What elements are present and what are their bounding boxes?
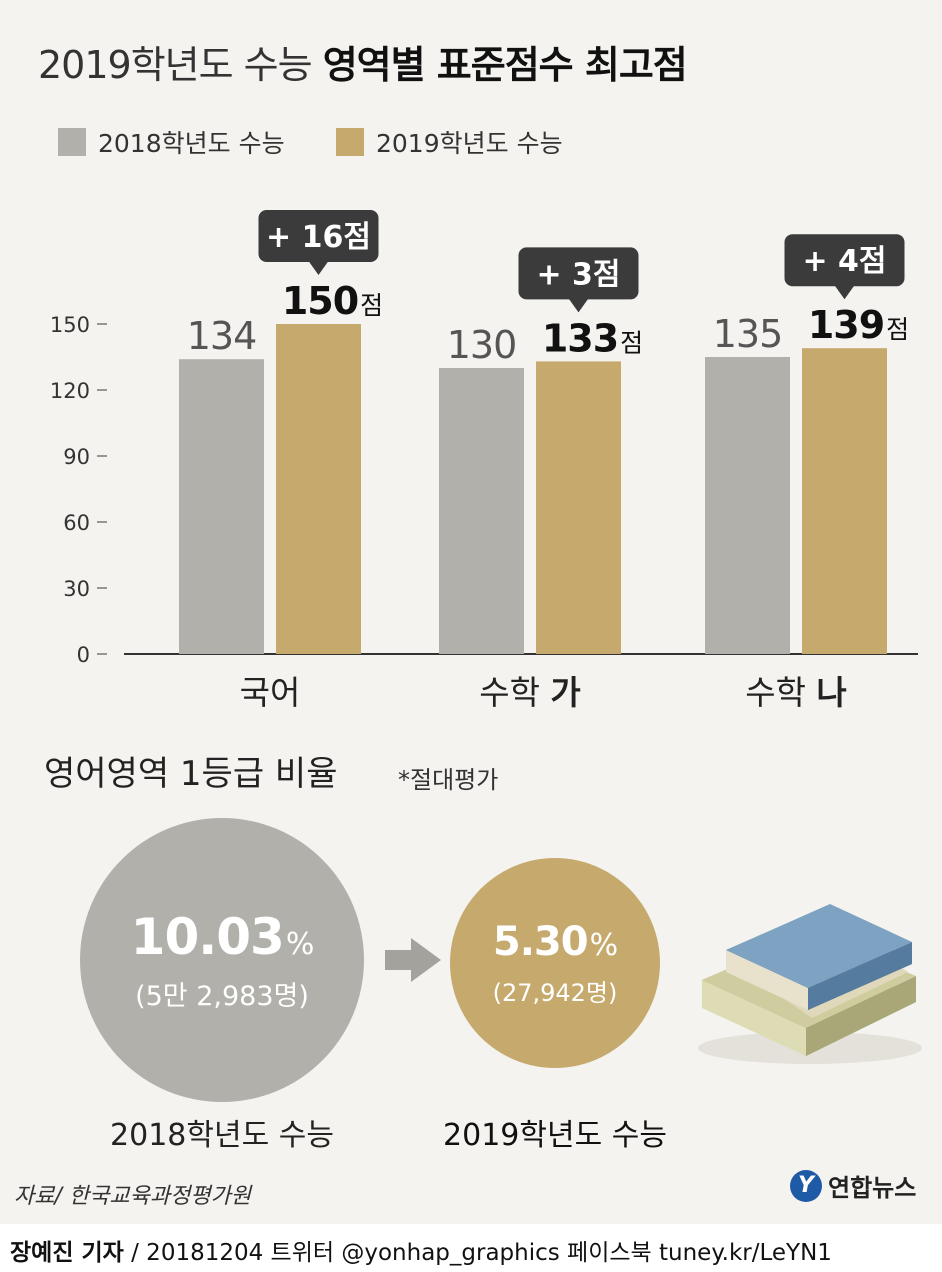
- pct-2018-unit: %: [285, 926, 314, 962]
- difference-callout: [258, 210, 379, 262]
- page-title: 2019학년도 수능 영역별 표준점수 최고점: [38, 34, 688, 89]
- pct-2019-unit: %: [589, 927, 618, 963]
- bar-2019: [536, 361, 621, 654]
- legend-item-2018: 2018학년도 수능: [58, 124, 285, 160]
- caption-2019: 2019학년도 수능: [443, 1118, 667, 1153]
- english-section-note: *절대평가: [398, 766, 499, 794]
- english-section-title: 영어영역 1등급 비율: [44, 754, 338, 794]
- books-icon: [698, 904, 922, 1064]
- category-label: 수학 가: [479, 673, 581, 712]
- source-note: 자료/ 한국교육과정평가원: [14, 1184, 252, 1209]
- value-number-2019: 150: [282, 279, 358, 323]
- difference-label: + 16점: [266, 220, 371, 255]
- difference-callout: [518, 247, 639, 300]
- legend-swatch-2018: [58, 128, 86, 156]
- difference-callout: [784, 234, 905, 287]
- category-label: 수학 나: [745, 673, 847, 712]
- logo-mark: Y: [790, 1169, 822, 1202]
- logo-text: 연합뉴스: [828, 1174, 917, 1202]
- circle-2019: 5.30% (27,942명): [450, 858, 660, 1068]
- bar-2019: [802, 348, 887, 654]
- y-tick-label: 0: [77, 643, 90, 667]
- count-2019: (27,942명): [492, 978, 618, 1007]
- y-tick-label: 30: [63, 577, 90, 601]
- value-label-2018: 135: [713, 312, 783, 356]
- y-tick-label: 150: [50, 313, 90, 337]
- pct-2018: 10.03%: [130, 907, 315, 966]
- y-tick-label: 90: [63, 445, 90, 469]
- category-label-bold: 나: [816, 673, 846, 712]
- category-label-main: 수학: [745, 673, 816, 712]
- value-unit-2019: 점: [620, 328, 643, 357]
- bar-2018: [439, 368, 524, 654]
- count-2018: (5만 2,983명): [135, 980, 309, 1012]
- title-light: 2019학년도 수능: [38, 43, 313, 87]
- value-label-2019: 139점: [808, 303, 909, 347]
- category-label: 국어: [240, 673, 301, 712]
- value-unit-2019: 점: [360, 291, 383, 320]
- caption-2018: 2018학년도 수능: [110, 1118, 334, 1153]
- yonhap-logo: Y 연합뉴스: [790, 1168, 916, 1203]
- y-tick-label: 120: [50, 379, 90, 403]
- credit-reporter: 장예진 기자: [10, 1240, 124, 1266]
- y-tick-label: 60: [63, 511, 90, 535]
- chart-bars: [179, 324, 887, 654]
- pct-2019-value: 5.30: [492, 918, 589, 965]
- bar-2018: [179, 359, 264, 654]
- circle-2018: 10.03% (5만 2,983명): [80, 818, 364, 1102]
- value-label-2018: 134: [187, 314, 257, 358]
- pct-2018-value: 10.03: [130, 907, 285, 966]
- category-label-bold: 가: [550, 673, 580, 712]
- callout-pointer: [834, 285, 855, 300]
- value-unit-2019: 점: [886, 315, 909, 344]
- legend-label-2019: 2019학년도 수능: [376, 129, 563, 158]
- difference-label: + 3점: [536, 257, 620, 292]
- category-label-main: 수학: [479, 673, 550, 712]
- bar-2018: [705, 357, 790, 654]
- title-bold: 영역별 표준점수 최고점: [322, 43, 688, 87]
- callout-pointer: [308, 261, 329, 275]
- difference-label: + 4점: [802, 244, 886, 279]
- value-label-2018: 130: [447, 323, 517, 367]
- value-label-2019: 133점: [542, 316, 643, 360]
- callout-pointer: [568, 298, 589, 313]
- credit-rest: / 20181204 트위터 @yonhap_graphics 페이스북 tun…: [123, 1240, 832, 1266]
- credit-bar: [0, 1224, 942, 1272]
- pct-2019: 5.30%: [492, 918, 618, 965]
- category-label-main: 국어: [240, 673, 301, 712]
- value-number-2019: 133: [542, 316, 618, 360]
- arrow-right-icon: [385, 938, 441, 982]
- credit-line: 장예진 기자 / 20181204 트위터 @yonhap_graphics 페…: [10, 1233, 832, 1267]
- legend-swatch-2019: [336, 128, 364, 156]
- legend-label-2018: 2018학년도 수능: [98, 129, 285, 158]
- legend-item-2019: 2019학년도 수능: [336, 124, 563, 160]
- chart-axes: 0 30 60 90 120 150: [50, 313, 918, 667]
- bar-2019: [276, 324, 361, 654]
- value-number-2019: 139: [808, 303, 884, 347]
- value-label-2019: 150점: [282, 279, 383, 323]
